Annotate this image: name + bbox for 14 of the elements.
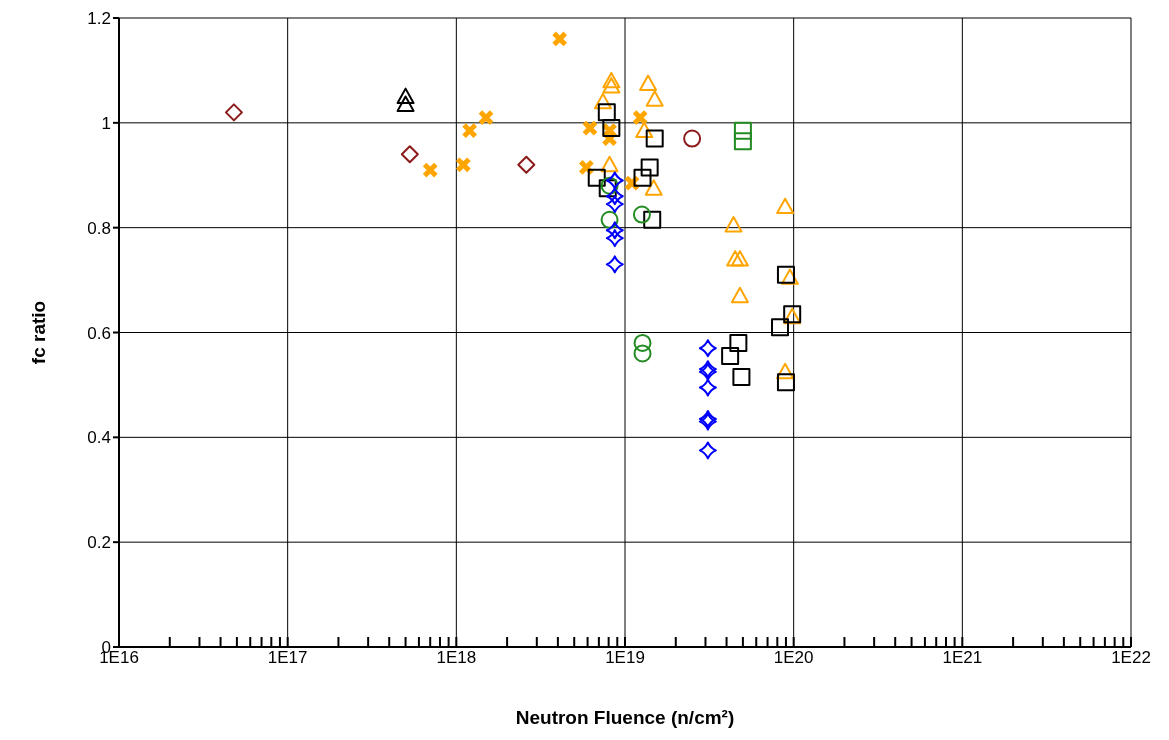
x-axis-title: Neutron Fluence (n/cm²) [515,707,735,728]
y-axis-title: fc ratio [27,300,49,365]
x-tick-label: 1E22 [1111,648,1151,668]
y-tick-label: 0.6 [87,323,111,343]
y-tick-label: 1.2 [87,9,111,29]
x-tick-label: 1E20 [773,648,814,668]
x-tick-label: 1E19 [605,648,645,668]
y-tick-label: 0.4 [87,428,111,448]
x-tick-label: 1E17 [267,648,308,668]
x-tick-label: 1E18 [436,648,477,668]
y-tick-label: 0.8 [87,218,111,238]
y-tick-label: 1 [101,113,111,133]
y-tick-label: 0.2 [87,533,111,553]
x-tick-label: 1E21 [942,648,983,668]
